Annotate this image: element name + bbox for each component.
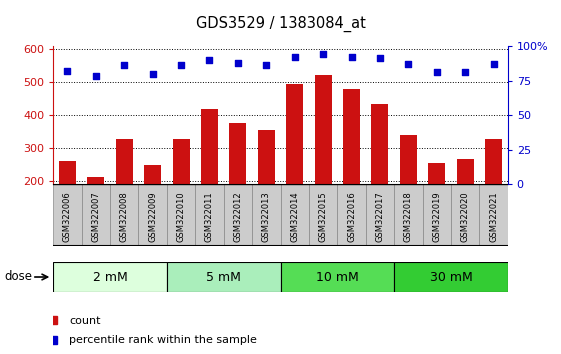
Text: GSM322012: GSM322012	[233, 192, 242, 242]
Text: GSM322009: GSM322009	[148, 192, 157, 242]
Text: GSM322006: GSM322006	[63, 192, 72, 242]
Text: percentile rank within the sample: percentile rank within the sample	[69, 335, 257, 345]
Point	[148, 71, 157, 76]
Bar	[139, 184, 167, 246]
Point	[461, 69, 470, 75]
Point	[404, 61, 413, 67]
Bar	[315, 75, 332, 184]
Text: 10 mM: 10 mM	[316, 270, 358, 284]
Point	[120, 63, 129, 68]
Bar	[195, 184, 224, 246]
Bar	[257, 130, 275, 184]
Bar	[343, 89, 360, 184]
Text: GSM322016: GSM322016	[347, 192, 356, 242]
Text: GSM322014: GSM322014	[290, 192, 299, 242]
Point	[290, 54, 299, 60]
Point	[177, 63, 186, 68]
Bar	[110, 184, 139, 246]
Text: GSM322019: GSM322019	[432, 192, 441, 242]
Bar	[400, 136, 417, 184]
Point	[489, 61, 498, 67]
Bar	[144, 165, 161, 184]
Text: GSM322008: GSM322008	[120, 192, 129, 242]
Bar	[229, 123, 246, 184]
Text: GSM322013: GSM322013	[262, 192, 271, 242]
Point	[375, 56, 384, 61]
Point	[63, 68, 72, 74]
Point	[432, 69, 441, 75]
Point	[262, 63, 271, 68]
Point	[205, 57, 214, 63]
Text: GSM322020: GSM322020	[461, 192, 470, 242]
Bar	[309, 184, 337, 246]
Bar	[485, 139, 502, 184]
Bar	[201, 109, 218, 184]
Bar	[428, 163, 445, 184]
Text: 2 mM: 2 mM	[93, 270, 127, 284]
Bar	[53, 184, 82, 246]
Text: 30 mM: 30 mM	[430, 270, 472, 284]
Bar	[88, 177, 104, 184]
Text: 5 mM: 5 mM	[206, 270, 241, 284]
Text: count: count	[69, 316, 100, 326]
Bar	[451, 184, 479, 246]
Bar	[53, 262, 167, 292]
Bar	[337, 184, 366, 246]
Bar	[82, 184, 110, 246]
Bar	[394, 262, 508, 292]
Text: GSM322017: GSM322017	[375, 192, 384, 242]
Bar	[252, 184, 280, 246]
Bar	[457, 159, 473, 184]
Bar	[479, 184, 508, 246]
Bar	[422, 184, 451, 246]
Bar	[59, 161, 76, 184]
Point	[347, 54, 356, 60]
Text: GSM322007: GSM322007	[91, 192, 100, 242]
Bar	[116, 139, 133, 184]
Text: dose: dose	[4, 270, 33, 283]
Text: GDS3529 / 1383084_at: GDS3529 / 1383084_at	[196, 16, 365, 32]
Bar	[371, 103, 388, 184]
Bar	[173, 139, 190, 184]
Point	[91, 74, 100, 79]
Bar	[167, 184, 195, 246]
Bar	[167, 262, 280, 292]
Text: GSM322011: GSM322011	[205, 192, 214, 242]
Bar	[280, 262, 394, 292]
Bar	[224, 184, 252, 246]
Point	[319, 51, 328, 57]
Bar	[366, 184, 394, 246]
Point	[233, 60, 242, 65]
Text: GSM322021: GSM322021	[489, 192, 498, 242]
Bar	[280, 184, 309, 246]
Bar	[286, 85, 303, 184]
Text: GSM322018: GSM322018	[404, 192, 413, 242]
Bar	[394, 184, 422, 246]
Text: GSM322010: GSM322010	[177, 192, 186, 242]
Text: GSM322015: GSM322015	[319, 192, 328, 242]
